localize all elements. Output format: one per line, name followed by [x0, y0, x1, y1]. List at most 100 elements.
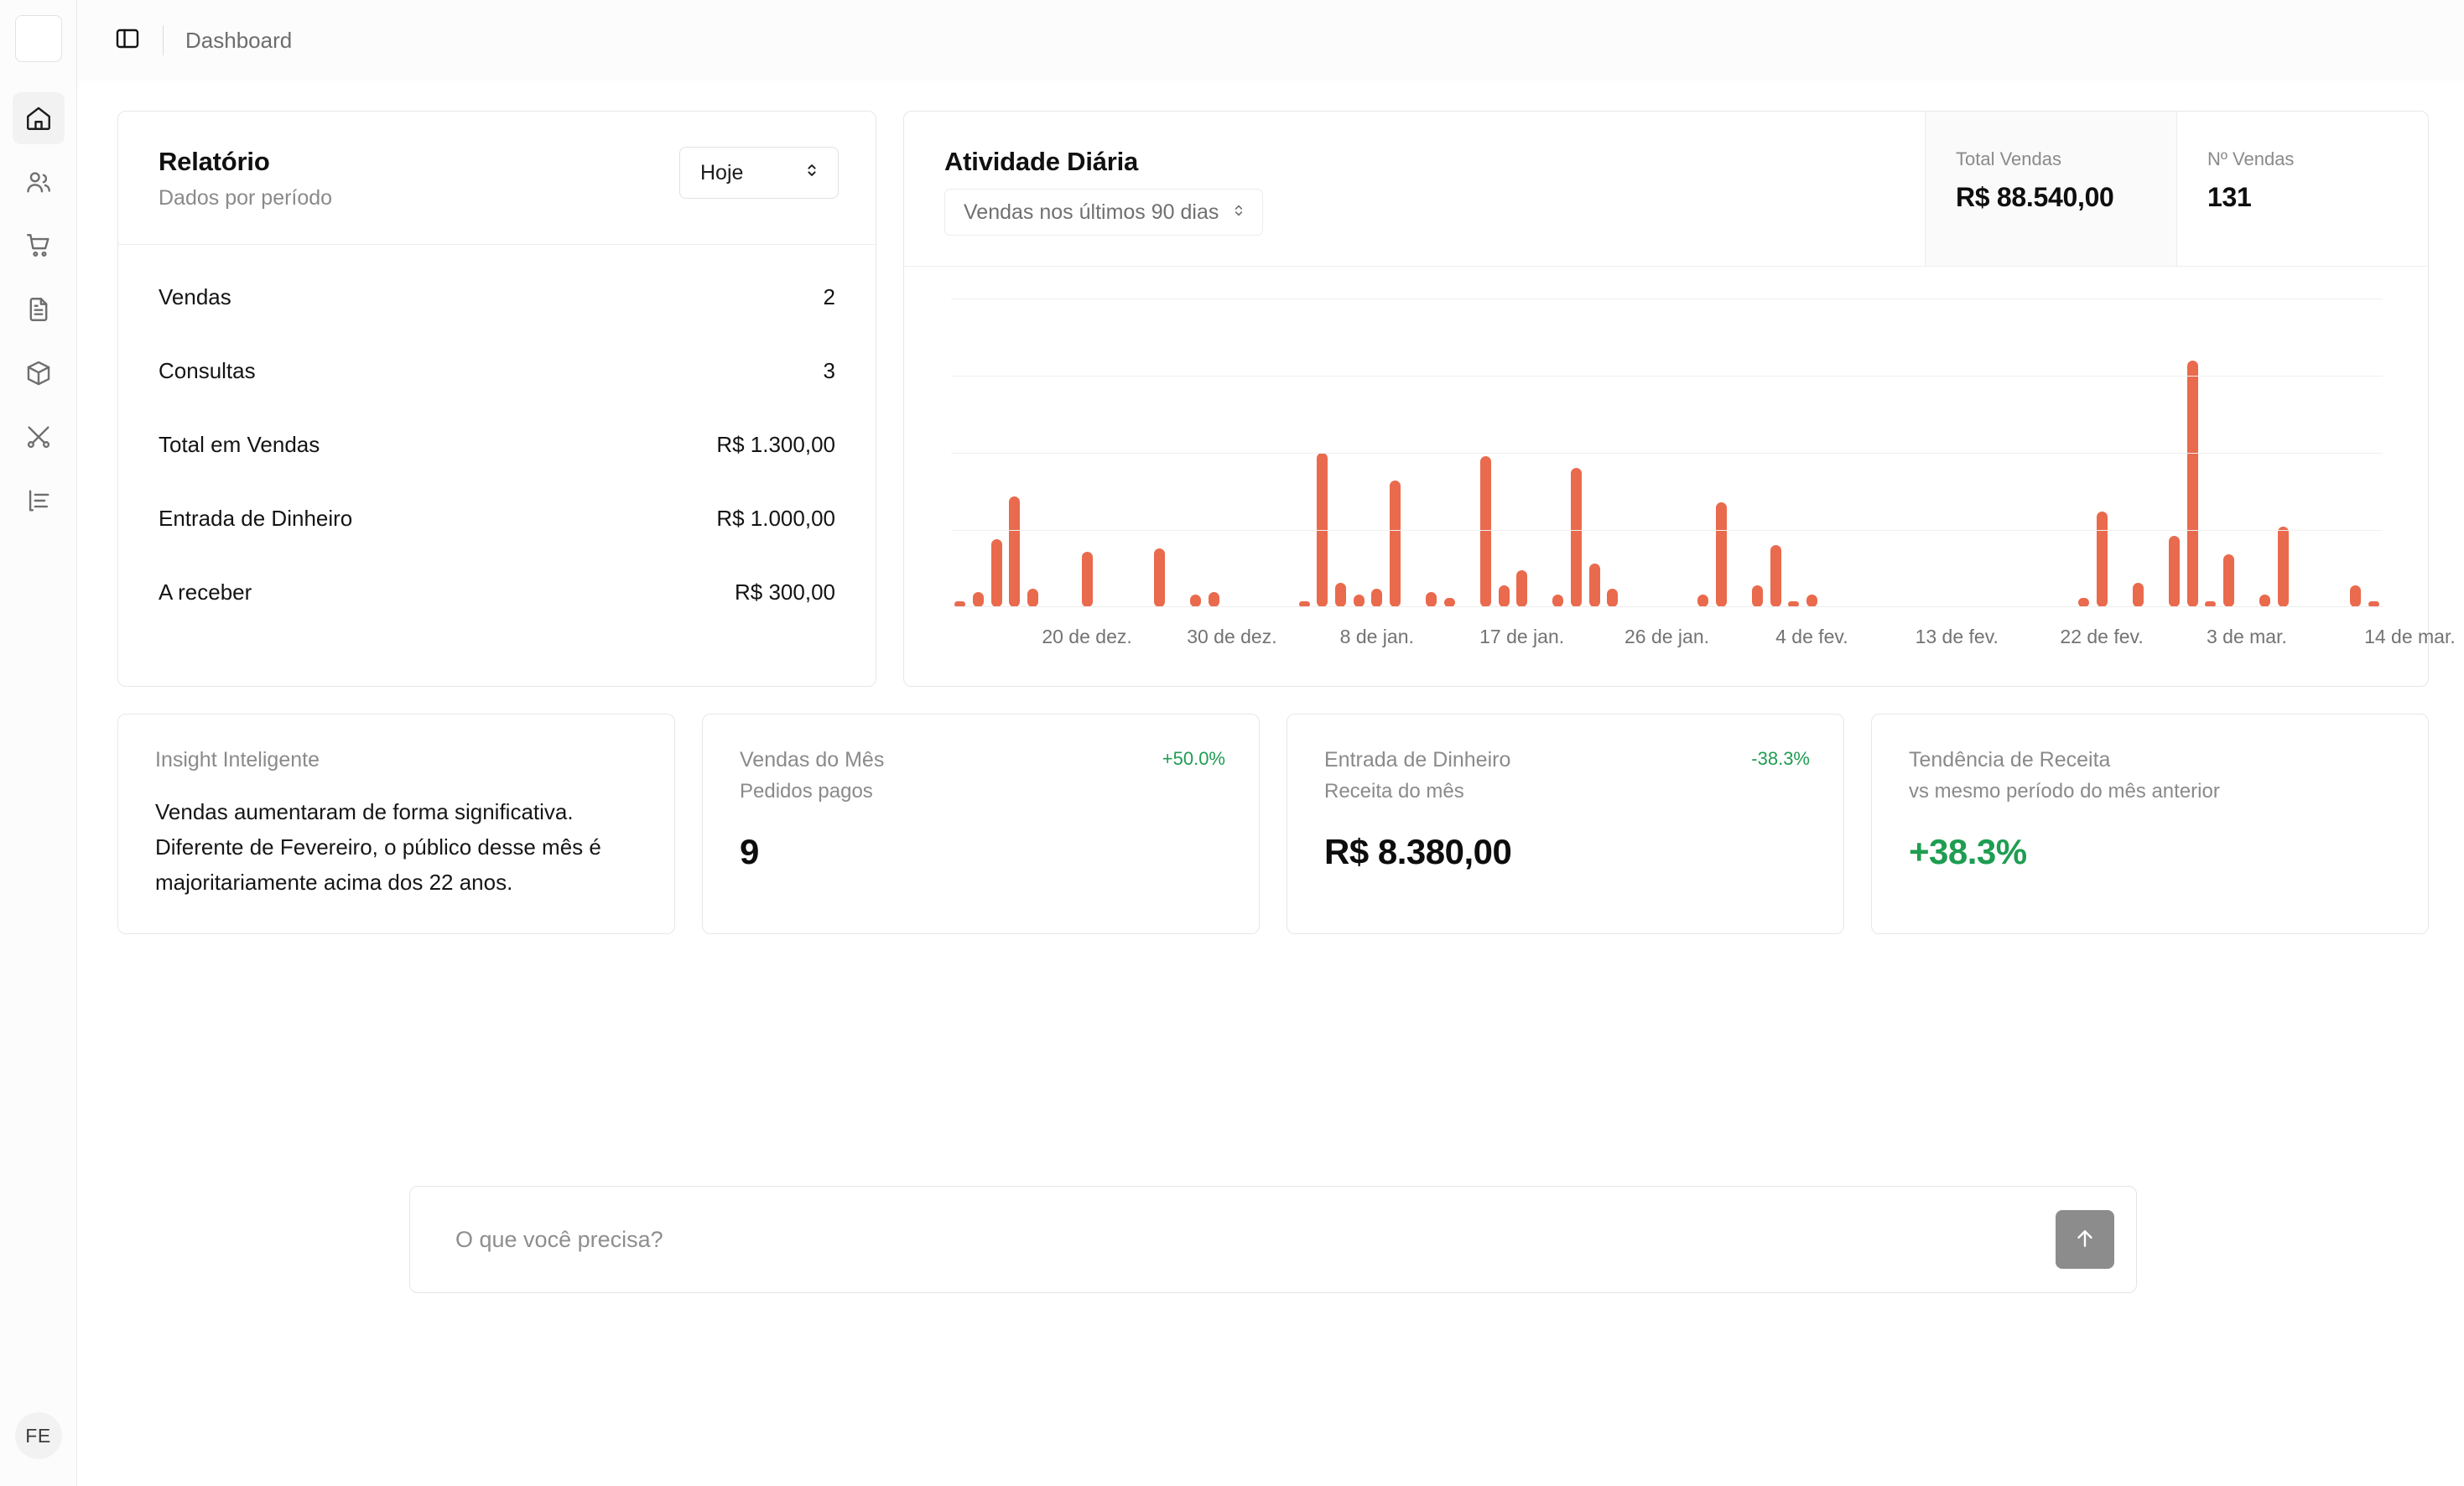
kpi-value: R$ 8.380,00 — [1324, 832, 1512, 871]
package-icon — [24, 359, 53, 387]
activity-header: Atividade Diária Vendas nos últimos 90 d… — [904, 112, 2428, 267]
sidebar-item-customers[interactable] — [13, 156, 65, 208]
chart-bar[interactable] — [990, 539, 1002, 607]
chart-bar[interactable] — [1479, 455, 1491, 607]
report-rows: Vendas 2 Consultas 3 Total em Vendas R$ … — [118, 245, 876, 662]
avatar[interactable]: FE — [14, 1412, 62, 1459]
chat-input[interactable] — [455, 1226, 2056, 1253]
chart-x-tick: 3 de mar. — [2206, 626, 2287, 647]
kpi-row: Insight Inteligente Vendas aumentaram de… — [117, 714, 2429, 935]
kpi-titles: Vendas do Mês Pedidos pagos — [740, 748, 884, 803]
chart-bar[interactable] — [2350, 585, 2362, 607]
chart-bar[interactable] — [1298, 601, 1310, 607]
table-row: Total em Vendas R$ 1.300,00 — [159, 408, 835, 481]
chart-bar[interactable] — [1552, 595, 1564, 607]
sidebar-item-reports[interactable] — [13, 475, 65, 527]
topbar-divider — [163, 25, 164, 55]
sidebar-item-orders[interactable] — [13, 220, 65, 272]
chart-bar[interactable] — [1607, 588, 1619, 607]
chart-x-tick: 13 de fev. — [1915, 626, 1999, 647]
sidebar-item-home[interactable] — [12, 92, 65, 144]
chart-bar[interactable] — [1153, 548, 1165, 607]
activity-range-select[interactable]: Vendas nos últimos 90 dias — [944, 189, 1264, 236]
chart-bar[interactable] — [2096, 511, 2108, 607]
chart-x-tick: 8 de jan. — [1339, 626, 1414, 647]
kpi-label: Vendas do Mês — [740, 748, 885, 772]
row-label: Entrada de Dinheiro — [159, 505, 353, 531]
activity-range-value: Vendas nos últimos 90 dias — [964, 200, 1219, 224]
chart-bar[interactable] — [2277, 527, 2289, 607]
chat-area — [117, 934, 2429, 1294]
chart-bar[interactable] — [2132, 582, 2144, 607]
chart-bar[interactable] — [972, 591, 984, 607]
table-row: Consultas 3 — [159, 334, 835, 408]
row-label: A receber — [159, 579, 252, 605]
stat-value: R$ 88.540,00 — [1956, 182, 2114, 212]
chart-bar[interactable] — [1009, 496, 1021, 607]
sidebar-toggle-icon[interactable] — [114, 25, 141, 56]
chart-bar[interactable] — [2186, 360, 2198, 607]
row-label: Consultas — [159, 357, 256, 383]
chart-bar[interactable] — [1770, 545, 1781, 607]
chart-bars — [951, 299, 2383, 607]
chart-x-tick: 22 de fev. — [2060, 626, 2144, 647]
activity-titles: Atividade Diária Vendas nos últimos 90 d… — [904, 112, 1925, 266]
report-title: Relatório — [159, 147, 270, 176]
chart-bar[interactable] — [2222, 554, 2234, 607]
chart-bar[interactable] — [2077, 597, 2089, 607]
stat-value: 131 — [2207, 182, 2252, 212]
chart-x-tick: 20 de dez. — [1042, 626, 1132, 647]
insight-card: Insight Inteligente Vendas aumentaram de… — [117, 714, 675, 935]
chart-bar[interactable] — [1588, 564, 1600, 607]
stat-num-vendas: Nº Vendas 131 — [2176, 112, 2428, 266]
period-select[interactable]: Hoje — [679, 147, 839, 199]
kpi-header: Vendas do Mês Pedidos pagos +50.0% — [740, 748, 1225, 803]
report-header: Relatório Dados por período Hoje — [118, 112, 876, 245]
chart-bar[interactable] — [1498, 585, 1510, 607]
kpi-sublabel: vs mesmo período do mês anterior — [1909, 780, 2220, 803]
kpi-label: Entrada de Dinheiro — [1324, 748, 1511, 772]
chart-bar[interactable] — [1081, 551, 1093, 607]
chart-gridline — [951, 376, 2383, 377]
chart-bar[interactable] — [1516, 569, 1528, 607]
sidebar-item-documents[interactable] — [13, 283, 65, 335]
chart-bar[interactable] — [1389, 481, 1401, 607]
kpi-value: 9 — [740, 832, 759, 871]
chart-bar[interactable] — [1443, 597, 1455, 607]
cash-inflow-card: Entrada de Dinheiro Receita do mês -38.3… — [1287, 714, 1844, 935]
table-row: Vendas 2 — [159, 260, 835, 334]
insight-body: Vendas aumentaram de forma significativa… — [155, 799, 601, 896]
chart-bar[interactable] — [2368, 601, 2379, 607]
activity-card: Atividade Diária Vendas nos últimos 90 d… — [903, 111, 2456, 687]
chart-bar[interactable] — [1371, 588, 1383, 607]
chart-bar[interactable] — [1697, 595, 1709, 607]
chart-bar[interactable] — [1426, 591, 1437, 607]
sidebar-item-products[interactable] — [13, 347, 65, 399]
chart-bar[interactable] — [2205, 600, 2217, 607]
monthly-sales-card: Vendas do Mês Pedidos pagos +50.0% 9 — [702, 714, 1260, 935]
send-button[interactable] — [2056, 1210, 2114, 1270]
chart-bar[interactable] — [1027, 588, 1038, 607]
chart-x-tick: 14 de mar. — [2364, 626, 2456, 647]
chart-gridline — [951, 453, 2383, 454]
chart-bar[interactable] — [1806, 595, 1817, 607]
sidebar-item-design[interactable] — [13, 411, 65, 463]
app-logo[interactable] — [14, 15, 62, 62]
chart-bar[interactable] — [1208, 591, 1219, 607]
chart-bar[interactable] — [1335, 582, 1347, 607]
row-value: R$ 1.000,00 — [716, 505, 835, 531]
chart-bar[interactable] — [1715, 501, 1727, 607]
chart-bar[interactable] — [1353, 595, 1365, 607]
table-row: Entrada de Dinheiro R$ 1.000,00 — [159, 481, 835, 555]
chart-axis-line — [951, 606, 2383, 607]
chevron-updown-icon — [1230, 200, 1247, 225]
chart-bar[interactable] — [1190, 595, 1202, 607]
chart-bar[interactable] — [2259, 595, 2271, 607]
chart-bar[interactable] — [1752, 585, 1764, 607]
chart-bar[interactable] — [954, 600, 966, 607]
chart-bar[interactable] — [1788, 600, 1800, 607]
design-tools-icon — [24, 423, 53, 451]
chart-gridline — [951, 530, 2383, 531]
chart-bar[interactable] — [2169, 536, 2180, 607]
chart-bar[interactable] — [1570, 468, 1582, 607]
